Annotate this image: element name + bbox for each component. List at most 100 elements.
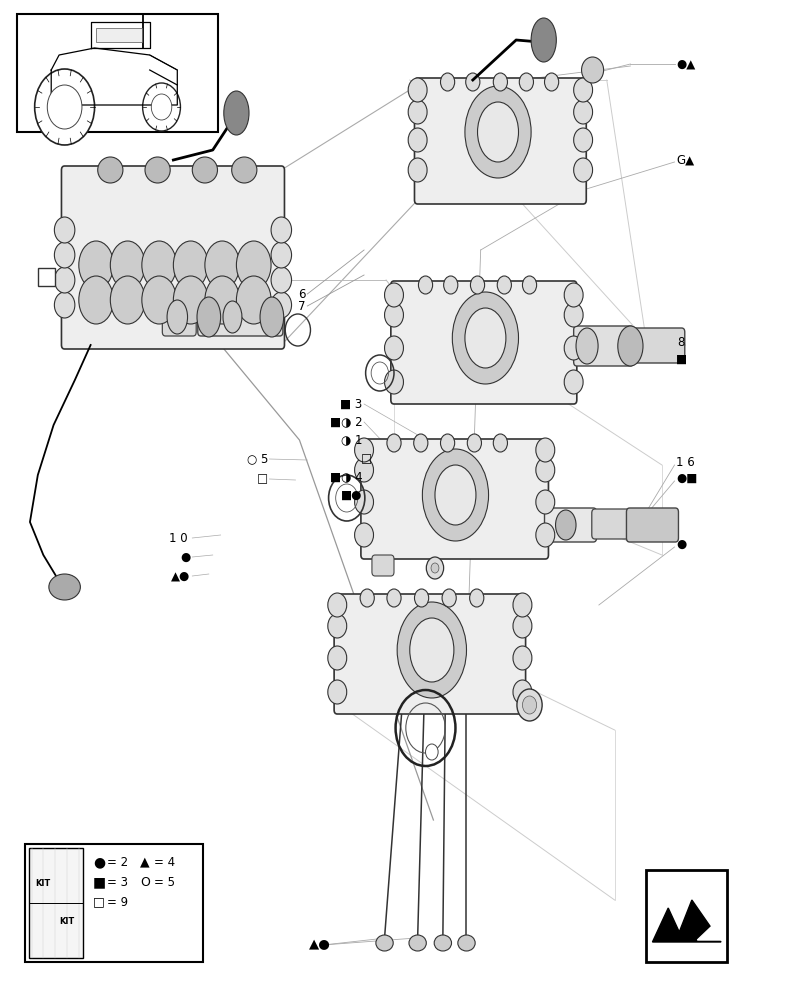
Ellipse shape — [224, 91, 249, 135]
Circle shape — [513, 593, 532, 617]
Ellipse shape — [142, 276, 177, 324]
Bar — [29, 848, 83, 958]
Circle shape — [536, 438, 555, 462]
Ellipse shape — [434, 935, 452, 951]
FancyBboxPatch shape — [414, 78, 586, 204]
Ellipse shape — [142, 241, 177, 289]
Ellipse shape — [173, 276, 208, 324]
Bar — [17, 14, 218, 132]
Circle shape — [414, 589, 429, 607]
Text: □: □ — [93, 896, 105, 908]
Ellipse shape — [79, 276, 113, 324]
FancyBboxPatch shape — [361, 439, 548, 559]
Text: = 9: = 9 — [107, 896, 128, 908]
Circle shape — [414, 434, 428, 452]
Ellipse shape — [236, 241, 271, 289]
FancyBboxPatch shape — [574, 326, 634, 366]
Circle shape — [536, 523, 555, 547]
Circle shape — [328, 680, 347, 704]
Circle shape — [519, 73, 533, 91]
Ellipse shape — [422, 449, 489, 541]
Ellipse shape — [197, 297, 221, 337]
Text: ■ 3: ■ 3 — [340, 397, 362, 410]
Circle shape — [408, 158, 427, 182]
Circle shape — [444, 276, 458, 294]
Circle shape — [574, 158, 593, 182]
Text: ●: ● — [93, 855, 105, 869]
FancyBboxPatch shape — [61, 166, 284, 349]
Text: ■◑ 2: ■◑ 2 — [330, 416, 362, 428]
Text: 8: 8 — [678, 336, 685, 350]
FancyBboxPatch shape — [592, 509, 631, 539]
Text: G▲: G▲ — [676, 153, 694, 166]
Ellipse shape — [260, 297, 284, 337]
Ellipse shape — [223, 301, 242, 333]
Text: □: □ — [257, 473, 268, 486]
Circle shape — [470, 589, 484, 607]
Circle shape — [408, 100, 427, 124]
Ellipse shape — [576, 328, 598, 364]
Text: ●: ● — [676, 538, 686, 550]
Circle shape — [385, 370, 403, 394]
Ellipse shape — [435, 465, 476, 525]
Text: 7: 7 — [298, 300, 306, 312]
Circle shape — [385, 336, 403, 360]
Ellipse shape — [376, 935, 393, 951]
Circle shape — [328, 593, 347, 617]
Circle shape — [35, 69, 95, 145]
Circle shape — [440, 434, 455, 452]
Polygon shape — [697, 925, 721, 940]
Ellipse shape — [192, 157, 217, 183]
Circle shape — [497, 276, 511, 294]
Circle shape — [493, 434, 507, 452]
Text: 6: 6 — [298, 288, 306, 300]
FancyBboxPatch shape — [630, 328, 685, 363]
Ellipse shape — [205, 276, 240, 324]
Circle shape — [513, 646, 532, 670]
Circle shape — [387, 434, 401, 452]
Ellipse shape — [410, 618, 454, 682]
Circle shape — [522, 276, 537, 294]
Circle shape — [143, 83, 180, 131]
Polygon shape — [652, 900, 721, 942]
Text: = 2: = 2 — [107, 856, 128, 868]
Ellipse shape — [110, 276, 145, 324]
Circle shape — [426, 557, 444, 579]
Circle shape — [522, 696, 537, 714]
Bar — [38, 268, 55, 286]
Circle shape — [513, 614, 532, 638]
Ellipse shape — [236, 276, 271, 324]
Circle shape — [54, 292, 75, 318]
Circle shape — [54, 217, 75, 243]
Bar — [25, 844, 203, 962]
FancyBboxPatch shape — [391, 281, 577, 404]
Ellipse shape — [205, 241, 240, 289]
FancyBboxPatch shape — [198, 298, 283, 336]
Ellipse shape — [618, 326, 643, 366]
Ellipse shape — [98, 157, 123, 183]
Text: ■: ■ — [93, 875, 106, 889]
Circle shape — [440, 73, 455, 91]
Text: = 3: = 3 — [107, 876, 128, 888]
Circle shape — [385, 283, 403, 307]
Text: ▲●: ▲● — [309, 938, 331, 952]
Circle shape — [408, 128, 427, 152]
Text: ▲: ▲ — [140, 856, 150, 868]
Circle shape — [151, 94, 172, 120]
Text: 1 0: 1 0 — [169, 532, 188, 544]
Circle shape — [513, 680, 532, 704]
Ellipse shape — [49, 574, 80, 600]
Circle shape — [271, 292, 292, 318]
Text: ●: ● — [180, 550, 191, 564]
Text: = 5: = 5 — [154, 876, 176, 888]
Circle shape — [426, 744, 438, 760]
Circle shape — [564, 283, 583, 307]
Text: ■: ■ — [676, 353, 687, 365]
Text: KIT: KIT — [35, 879, 51, 888]
Circle shape — [517, 689, 542, 721]
Circle shape — [54, 267, 75, 293]
Circle shape — [54, 242, 75, 268]
Circle shape — [564, 370, 583, 394]
Circle shape — [536, 458, 555, 482]
FancyBboxPatch shape — [372, 555, 394, 576]
